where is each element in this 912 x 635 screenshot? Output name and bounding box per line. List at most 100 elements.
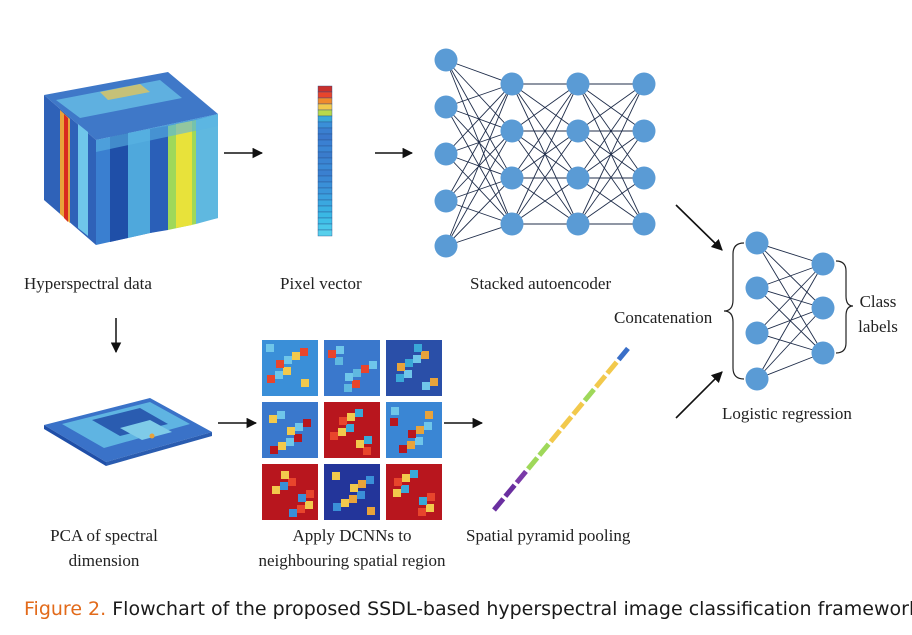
network-edge bbox=[756, 307, 824, 334]
dcnn-patch-detail bbox=[277, 411, 285, 419]
pixel-vector-cell bbox=[317, 127, 333, 135]
spp-segment bbox=[616, 346, 630, 362]
network-node bbox=[500, 212, 524, 236]
network-node bbox=[566, 119, 590, 143]
network-node bbox=[632, 119, 656, 143]
dcnn-patch-detail bbox=[270, 446, 278, 454]
dcnn-patch-detail bbox=[353, 369, 361, 377]
pixel-vector-cell bbox=[317, 211, 333, 219]
logistic-regression-network bbox=[745, 231, 835, 391]
dcnn-patch-detail bbox=[350, 484, 358, 492]
pixel-vector-bar bbox=[317, 85, 333, 237]
dcnn-patch-detail bbox=[275, 371, 283, 379]
label-dcnn: Apply DCNNs to neighbouring spatial regi… bbox=[258, 526, 446, 570]
dcnn-patch-detail bbox=[430, 378, 438, 386]
dcnn-patch-detail bbox=[297, 505, 305, 513]
network-edge bbox=[577, 83, 645, 225]
label-stacked-autoencoder: Stacked autoencoder bbox=[470, 274, 612, 293]
concatenation-brace bbox=[723, 242, 745, 380]
pixel-vector-cell bbox=[317, 133, 333, 141]
dcnn-patch-detail bbox=[335, 357, 343, 365]
figure-number: Figure 2. bbox=[24, 598, 107, 620]
spp-segment bbox=[605, 360, 619, 375]
network-edge bbox=[756, 242, 824, 265]
dcnn-patch-detail bbox=[288, 478, 296, 486]
pixel-vector-cell bbox=[317, 223, 333, 231]
spp-segment bbox=[503, 483, 517, 498]
network-node bbox=[566, 72, 590, 96]
spp-segment bbox=[526, 456, 540, 471]
pixel-vector-cell bbox=[317, 85, 333, 93]
dcnn-patch-detail bbox=[352, 380, 360, 388]
dcnn-patch-detail bbox=[427, 493, 435, 501]
dcnn-patch-detail bbox=[338, 428, 346, 436]
network-edge bbox=[445, 83, 513, 247]
spp-segment bbox=[560, 415, 574, 430]
dcnn-patch-detail bbox=[269, 415, 277, 423]
network-node bbox=[434, 95, 458, 119]
network-node bbox=[566, 212, 590, 236]
dcnn-patch-detail bbox=[413, 355, 421, 363]
dcnn-patch-detail bbox=[301, 379, 309, 387]
dcnn-patch-detail bbox=[421, 351, 429, 359]
network-node bbox=[434, 142, 458, 166]
dcnn-patch-detail bbox=[333, 503, 341, 511]
network-edge bbox=[445, 223, 513, 247]
spp-segment bbox=[514, 469, 528, 485]
dcnn-patch-detail bbox=[394, 478, 402, 486]
dcnn-patch-detail bbox=[418, 508, 426, 516]
dcnn-patch-detail bbox=[336, 346, 344, 354]
network-edge bbox=[577, 83, 645, 179]
pixel-vector-cell bbox=[317, 139, 333, 147]
label-spp: Spatial pyramid pooling bbox=[466, 526, 631, 545]
pixel-vector-cell bbox=[317, 187, 333, 195]
network-node bbox=[434, 234, 458, 258]
spp-segment bbox=[548, 428, 562, 444]
spp-segment bbox=[571, 401, 585, 416]
label-pca: PCA of spectral dimension bbox=[50, 526, 158, 570]
pixel-vector-cell bbox=[317, 205, 333, 213]
dcnn-patch-detail bbox=[415, 437, 423, 445]
network-node bbox=[811, 252, 835, 276]
dcnn-patch-detail bbox=[289, 509, 297, 517]
pixel-vector-cell bbox=[317, 229, 333, 237]
dcnn-patch-detail bbox=[349, 495, 357, 503]
dcnn-patch-detail bbox=[267, 375, 275, 383]
stacked-autoencoder-network bbox=[434, 48, 656, 258]
dcnn-patch-detail bbox=[347, 413, 355, 421]
dcnn-patch-detail bbox=[344, 384, 352, 392]
pixel-vector-cell bbox=[317, 199, 333, 207]
spp-segment bbox=[582, 387, 596, 403]
network-node bbox=[500, 119, 524, 143]
dcnn-patch-detail bbox=[402, 474, 410, 482]
dcnn-patch-detail bbox=[425, 411, 433, 419]
pixel-vector-cell bbox=[317, 181, 333, 189]
dcnn-patch-detail bbox=[287, 427, 295, 435]
dcnn-patch-detail bbox=[367, 507, 375, 515]
network-edge bbox=[445, 177, 513, 247]
network-edge bbox=[445, 130, 513, 247]
dcnn-patch-detail bbox=[401, 485, 409, 493]
dcnn-patch-detail bbox=[339, 417, 347, 425]
spp-segment bbox=[594, 374, 608, 389]
dcnn-patch-detail bbox=[284, 356, 292, 364]
pixel-vector-cell bbox=[317, 157, 333, 165]
dcnn-patch-detail bbox=[363, 447, 371, 455]
network-edge bbox=[756, 242, 824, 309]
dcnn-patch-detail bbox=[419, 497, 427, 505]
network-edge bbox=[577, 83, 645, 132]
dcnn-patch-detail bbox=[393, 489, 401, 497]
spp-segment bbox=[537, 442, 551, 457]
network-node bbox=[500, 166, 524, 190]
network-node bbox=[632, 166, 656, 190]
pixel-vector-cell bbox=[317, 115, 333, 123]
pixel-vector-cell bbox=[317, 97, 333, 105]
network-edge bbox=[445, 83, 513, 155]
pixel-vector-cell bbox=[317, 217, 333, 225]
pca-slab bbox=[44, 398, 212, 466]
dcnn-patch-detail bbox=[341, 499, 349, 507]
network-node bbox=[632, 72, 656, 96]
dcnn-patch-detail bbox=[364, 436, 372, 444]
label-pixel-vector: Pixel vector bbox=[280, 274, 362, 293]
dcnn-patch-detail bbox=[332, 472, 340, 480]
